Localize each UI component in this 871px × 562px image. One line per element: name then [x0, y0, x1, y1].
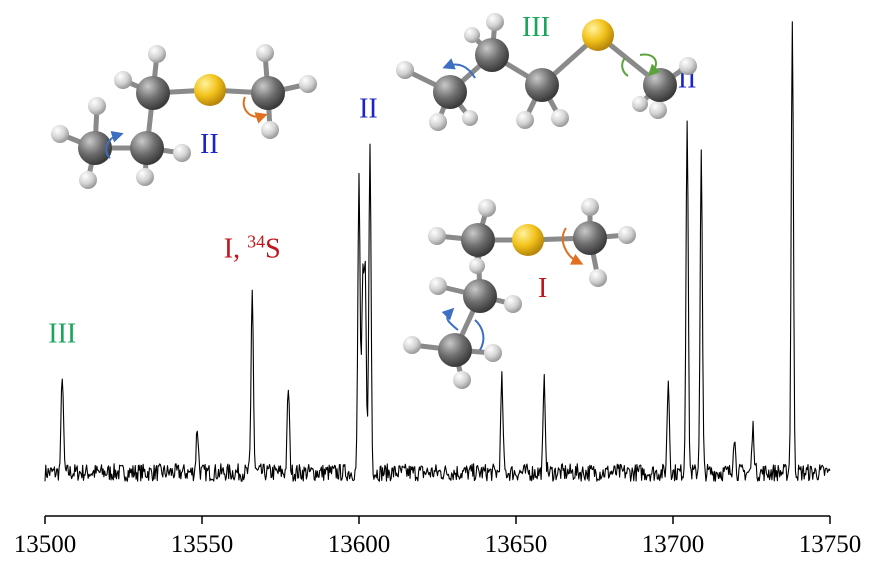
molecule-label-II: II: [200, 129, 219, 160]
rotation-arrow-icon: [561, 227, 584, 265]
x-tick-label: 13600: [328, 531, 391, 558]
rotation-arrow-icon: [474, 319, 485, 351]
peak-label-II: II: [359, 94, 378, 125]
spectrum-trace: [44, 21, 831, 482]
x-tick-label: 13500: [14, 531, 77, 558]
x-axis-ticks: [44, 516, 831, 524]
rotation-arrow-icon: [639, 53, 661, 77]
peak-label-III: III: [48, 319, 76, 350]
rotation-arrow-icon: [441, 307, 459, 331]
molecule-label-I: I: [538, 273, 547, 304]
peak-label-I: I: [788, 0, 797, 7]
x-tick-label: 13750: [799, 531, 862, 558]
molecule-conformer-II: II: [51, 44, 317, 189]
rotation-arrow-icon: [442, 58, 476, 79]
x-tick-label: 13700: [642, 531, 705, 558]
rotation-arrow-icon: [621, 57, 629, 77]
molecule-conformer-I: I: [403, 198, 636, 389]
x-tick-label: 13650: [485, 531, 548, 558]
molecule-conformer-III: III: [396, 12, 697, 131]
rotation-arrow-icon: [105, 130, 124, 159]
peak-label-I: I, 34S: [224, 232, 281, 265]
x-axis-tick-labels: 13500 13550 13600 13650 13700 13750: [14, 531, 862, 558]
molecule-label-III: III: [522, 12, 550, 43]
rotation-arrow-icon: [242, 96, 268, 124]
x-tick-label: 13550: [171, 531, 234, 558]
